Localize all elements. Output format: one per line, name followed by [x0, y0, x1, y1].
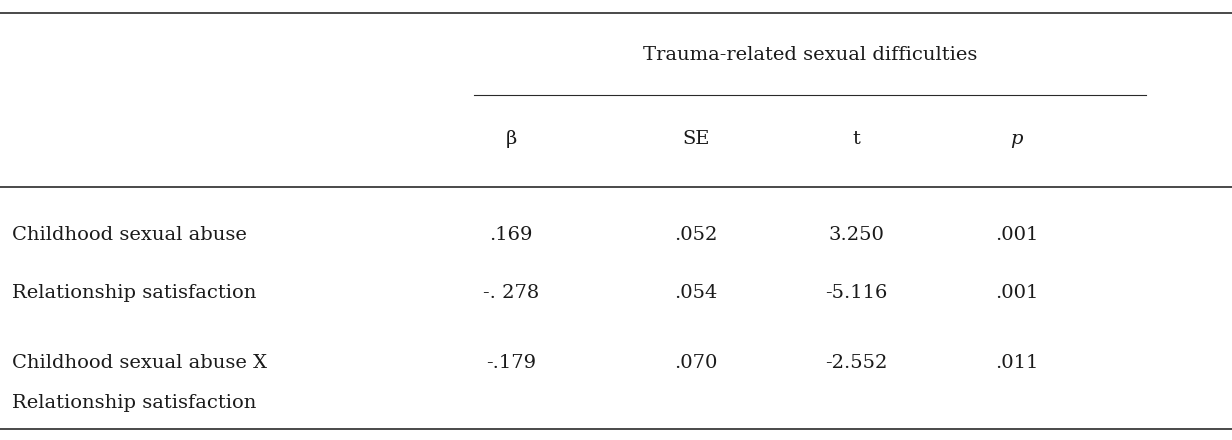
Text: .169: .169 — [489, 227, 533, 244]
Text: .070: .070 — [674, 354, 718, 372]
Text: -.179: -.179 — [487, 354, 536, 372]
Text: Relationship satisfaction: Relationship satisfaction — [12, 394, 256, 411]
Text: 3.250: 3.250 — [828, 227, 885, 244]
Text: β: β — [505, 130, 517, 147]
Text: Relationship satisfaction: Relationship satisfaction — [12, 284, 256, 301]
Text: -2.552: -2.552 — [825, 354, 887, 372]
Text: t: t — [853, 130, 860, 147]
Text: -. 278: -. 278 — [483, 284, 540, 301]
Text: Trauma-related sexual difficulties: Trauma-related sexual difficulties — [643, 46, 977, 64]
Text: p: p — [1010, 130, 1023, 147]
Text: SE: SE — [683, 130, 710, 147]
Text: .001: .001 — [994, 227, 1039, 244]
Text: Childhood sexual abuse X: Childhood sexual abuse X — [12, 354, 267, 372]
Text: .001: .001 — [994, 284, 1039, 301]
Text: .054: .054 — [674, 284, 718, 301]
Text: .052: .052 — [674, 227, 718, 244]
Text: .011: .011 — [994, 354, 1039, 372]
Text: Childhood sexual abuse: Childhood sexual abuse — [12, 227, 248, 244]
Text: -5.116: -5.116 — [825, 284, 887, 301]
